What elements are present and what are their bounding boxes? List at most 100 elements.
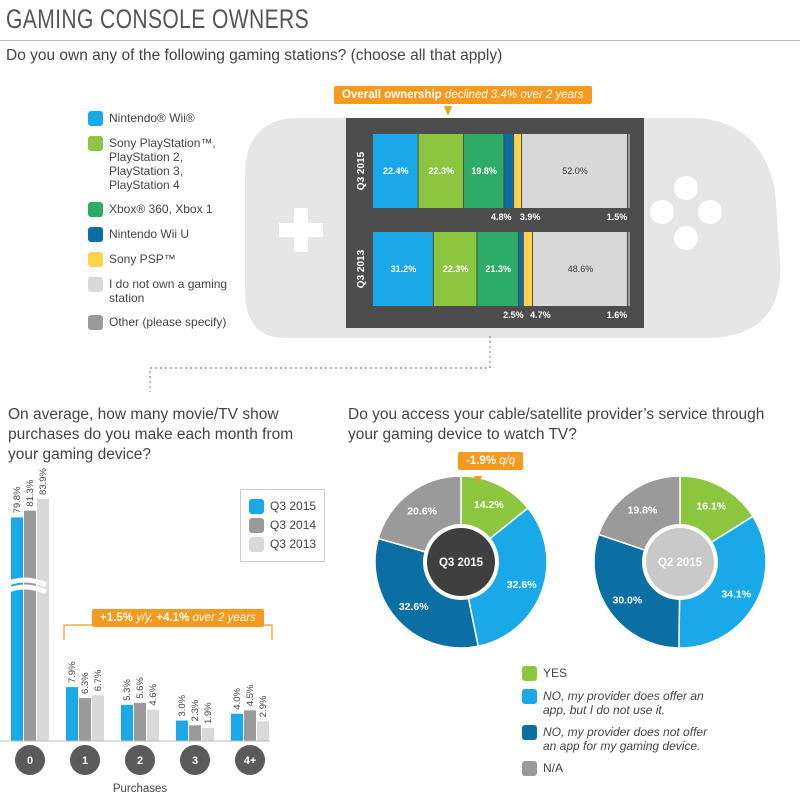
purchase-category-badge [15,745,45,775]
purchase-value-label: 1.9% [203,702,214,724]
donut-center-label: Q3 2015 [439,557,484,569]
legend-item: YES [522,666,722,681]
legend-label: Q3 2013 [270,537,317,551]
bar-value-label: 21.3% [485,264,511,274]
donut-chart: 14.2% 32.6% 32.6% 20.6% Q3 2015 [374,475,548,649]
provider-legend: YES NO, my provider does offer an app, bu… [522,666,722,784]
legend-item: Q3 2013 [249,537,316,552]
donut-chart: 16.1% 34.1% 30.0% 19.8% Q2 2015 [593,475,767,649]
legend-swatch [88,136,103,151]
legend-swatch [88,252,103,267]
purchase-bar-group: 79.8% 81.3% 83.9% 0 [11,467,49,775]
bar-value-label: 1.6% [607,310,628,320]
purchase-category-label: 4+ [244,755,257,767]
bar-value-label: 3.9% [520,212,541,222]
stacked-bar-row: Q3 2015 22.4% 22.3% 19.8% 4.8% 3.9% 52.0% 1.5% [356,134,630,222]
legend-label: Xbox® 360, Xbox 1 [109,202,213,216]
console-graphic: Q3 2015 22.4% 22.3% 19.8%4.8% 3.9%52.0%1.5%Q… [245,118,781,338]
purchase-bar-group: 4.0% 4.5%2.9% 4+ [231,684,269,775]
legend-label: YES [543,666,568,680]
bar-row-label: Q3 2015 [356,151,367,190]
legend-label: NO, my provider does offer an app, but I… [543,689,704,717]
purchase-category-label: 1 [82,755,88,767]
stacked-bar-segment [418,134,464,208]
legend-label: Q3 2015 [270,499,317,513]
legend-swatch [88,111,103,126]
legend-item: Q3 2015 [249,499,316,514]
legend-item: Q3 2014 [249,518,316,533]
button-icon [650,200,674,224]
stacked-bar-segment [373,134,418,208]
purchase-bar-group: 7.9%6.3% 6.7% 1 [66,661,104,775]
legend-swatch [522,761,537,776]
purchase-bar [134,702,146,741]
legend-item: Nintendo® Wii® [88,111,238,126]
bar-value-label: 22.4% [383,166,409,176]
purchase-value-label: 3.0% [177,694,188,716]
stacked-bar-segment [514,134,522,208]
legend-swatch [88,277,103,292]
legend-item: Xbox® 360, Xbox 1 [88,202,238,217]
purchase-category-label: 0 [27,755,33,767]
donut-slice-label: 32.6% [507,579,537,591]
purchase-bar [176,720,188,741]
bar-value-label: 4.7% [530,310,551,320]
donut-slice-label: 32.6% [399,601,429,613]
stacked-bar-row: Q3 2013 31.2% 22.3% 21.3% 2.5% 4.7% 48.6% 1.6% [356,232,630,320]
legend-swatch [522,666,537,681]
purchase-value-label: 6.7% [93,669,104,691]
legend-swatch [249,518,264,533]
stacked-bar-segment [433,232,477,306]
purchase-bar [24,510,36,741]
purchase-category-badge [70,745,100,775]
purchase-value-label: 4.0% [232,688,243,710]
purchases-callout: +1.5% y/y, +4.1% over 2 years [92,609,264,627]
donut-center [427,528,495,596]
purchase-bar [92,695,104,741]
purchase-bar [147,709,159,741]
legend-label: Sony PSP™ [109,252,176,266]
callout-pointer [474,476,482,484]
stacked-bar-segment [518,232,523,306]
ownership-callout: Overall ownership declined 3.4% over 2 y… [334,86,592,104]
purchase-bar [66,687,78,741]
bar-value-label: 52.0% [562,166,588,176]
stacked-bar-segment [533,232,627,306]
purchases-xlabel: Purchases [113,783,168,795]
stacked-bar-segment [477,232,518,306]
bar-value-label: 22.3% [429,166,455,176]
legend-swatch [522,689,537,704]
stacked-bar-segment [522,134,627,208]
console-legend: Nintendo® Wii® Sony PlayStation™, PlaySta… [88,111,238,340]
stacked-bar-segment [373,232,433,306]
purchases-legend: Q3 2015 Q3 2014 Q3 2013 [240,489,326,562]
stacked-bar-segment [627,232,630,306]
purchase-value-label: 7.9% [67,661,78,683]
legend-item: Nintendo Wii U [88,227,238,242]
axis-break [2,584,48,595]
bar-value-label: 2.5% [503,310,524,320]
legend-swatch [88,227,103,242]
purchase-bar [231,713,243,741]
legend-swatch [522,725,537,740]
purchase-value-label: 5.6% [135,677,146,699]
legend-label: Q3 2014 [270,518,317,532]
stacked-bar-segment [504,134,514,208]
title-divider [0,40,800,41]
legend-label: Other (please specify) [109,315,227,329]
purchase-bar-group: 5.3% 5.6% 4.6% 2 [121,677,159,775]
pie-callout: -1.9% q/q [458,452,524,470]
purchase-value-label: 4.6% [148,683,159,705]
bar-value-label: 19.8% [471,166,497,176]
page-title: GAMING CONSOLE OWNERS [6,4,310,34]
legend-item: Sony PSP™ [88,252,238,267]
purchase-bar [79,698,91,741]
legend-item: NO, my provider does offer an app, but I… [522,689,722,717]
purchase-bar [189,725,201,741]
donut-slice-label: 16.1% [696,501,726,513]
purchase-bar [11,517,23,741]
question-ownership: Do you own any of the following gaming s… [6,47,503,64]
purchase-category-label: 3 [192,755,198,767]
purchase-category-label: 2 [137,755,143,767]
